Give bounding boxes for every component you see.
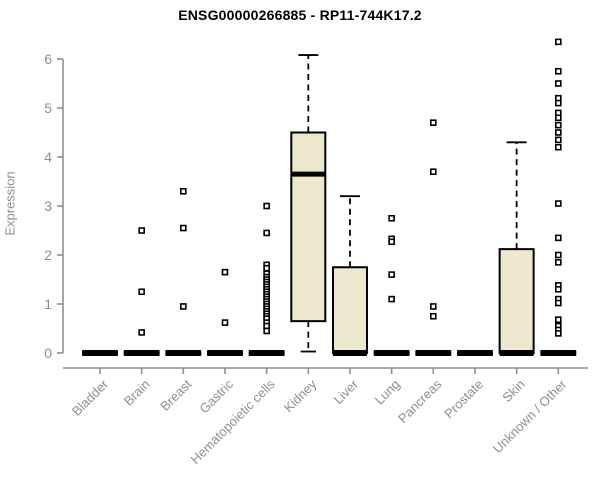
outlier-lung	[388, 238, 395, 246]
x-category-label: Gastric	[196, 376, 236, 416]
y-tick-label: 1	[44, 296, 52, 312]
outlier-brain	[138, 227, 145, 234]
x-category-label: Brain	[121, 377, 153, 409]
y-tick-label: 3	[44, 198, 52, 214]
outlier-unknown-other	[554, 285, 562, 293]
outlier-breast	[180, 224, 187, 232]
outlier-hematopoietic-cells	[263, 202, 270, 210]
outlier-unknown-other	[554, 114, 562, 122]
outlier-unknown-other	[554, 200, 562, 207]
y-axis-label: Expression	[2, 171, 18, 236]
outlier-unknown-other	[554, 143, 562, 151]
flat-box-lung	[373, 350, 410, 356]
flat-box-pancreas	[415, 350, 452, 356]
outlier-unknown-other	[554, 38, 562, 46]
outlier-gastric	[221, 268, 229, 276]
outlier-breast	[180, 188, 187, 195]
x-category-label: Unknown / Other	[490, 376, 570, 456]
outlier-pancreas	[430, 312, 437, 320]
x-category-label: Skin	[499, 377, 527, 405]
outlier-unknown-other	[554, 136, 562, 144]
outlier-unknown-other	[554, 121, 562, 129]
x-category-label: Liver	[331, 376, 362, 407]
outlier-pancreas	[430, 119, 437, 126]
outlier-unknown-other	[554, 67, 562, 75]
box-kidney	[290, 131, 327, 323]
outlier-unknown-other	[554, 299, 562, 307]
outlier-hematopoietic-cells	[263, 264, 270, 272]
flat-box-bladder	[82, 350, 118, 356]
flat-box-unknown-other	[540, 350, 577, 356]
outlier-hematopoietic-cells	[263, 327, 270, 335]
outlier-unknown-other	[554, 330, 562, 337]
x-category-label: Pancreas	[395, 376, 445, 426]
x-category-label: Kidney	[281, 376, 320, 415]
outlier-pancreas	[430, 168, 437, 175]
outlier-unknown-other	[554, 80, 562, 87]
outlier-unknown-other	[554, 316, 562, 323]
outlier-pancreas	[430, 303, 437, 310]
outlier-brain	[138, 288, 145, 296]
box-liver	[331, 266, 368, 354]
y-tick-label: 6	[44, 51, 52, 67]
x-category-label: Bladder	[69, 376, 112, 419]
outlier-unknown-other	[554, 234, 562, 242]
box-skin	[498, 248, 535, 354]
y-tick-label: 2	[44, 247, 52, 263]
outlier-gastric	[221, 319, 229, 326]
y-tick-label: 5	[44, 100, 52, 116]
outlier-unknown-other	[554, 251, 562, 259]
x-category-label: Lung	[372, 377, 403, 408]
flat-box-hematopoietic-cells	[248, 350, 285, 356]
y-tick-label: 0	[44, 345, 52, 361]
flat-box-breast	[165, 350, 202, 356]
x-category-label: Prostate	[441, 377, 486, 422]
outlier-unknown-other	[554, 259, 562, 266]
flat-box-prostate	[456, 350, 493, 356]
outlier-lung	[388, 271, 395, 278]
outlier-lung	[388, 214, 395, 222]
outlier-brain	[138, 329, 145, 336]
y-tick-label: 4	[44, 149, 52, 165]
flat-box-gastric	[206, 350, 243, 356]
outlier-hematopoietic-cells	[263, 229, 270, 237]
outlier-unknown-other	[554, 99, 562, 107]
chart-title: ENSG00000266885 - RP11-744K17.2	[178, 7, 422, 23]
outlier-breast	[180, 303, 187, 310]
outlier-lung	[388, 295, 395, 303]
flat-box-brain	[123, 350, 160, 356]
outlier-unknown-other	[554, 129, 562, 136]
x-category-label: Breast	[157, 376, 194, 413]
